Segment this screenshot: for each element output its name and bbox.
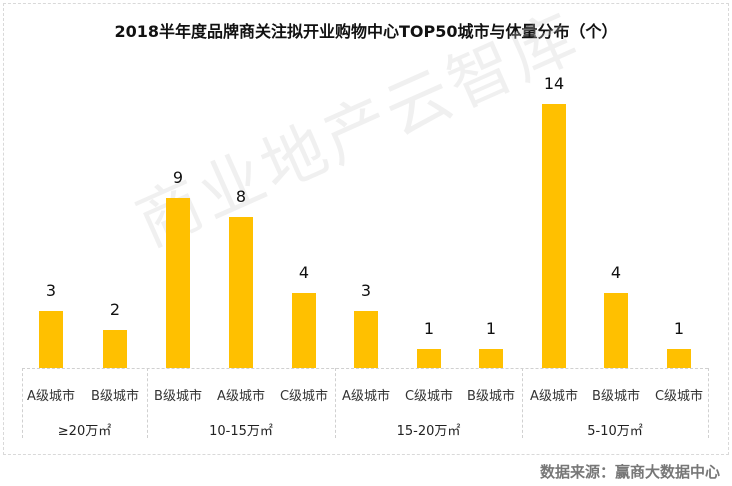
data-source: 数据来源：赢商大数据中心 [539, 463, 720, 481]
bar-value-label: 9 [172, 168, 184, 188]
group-divider [147, 368, 148, 438]
category-label: C级城市 [404, 389, 454, 404]
group-divider [522, 368, 523, 438]
category-label: A级城市 [342, 389, 390, 404]
x-axis-line [22, 368, 708, 369]
bar [542, 103, 566, 368]
category-label: B级城市 [592, 389, 640, 404]
bar [39, 311, 63, 368]
category-label: C级城市 [654, 389, 704, 404]
category-label: A级城市 [530, 389, 578, 404]
bar [292, 292, 316, 368]
bar-value-label: 4 [610, 262, 622, 282]
group-label: 5-10万㎡ [587, 424, 643, 439]
bar-value-label: 1 [423, 319, 435, 339]
bar [604, 292, 628, 368]
group-label: 15-20万㎡ [396, 424, 461, 439]
bar-value-label: 2 [109, 300, 121, 320]
bar [229, 217, 253, 368]
group-divider [22, 368, 23, 438]
bar-value-label: 4 [298, 262, 310, 282]
category-label: B级城市 [154, 389, 202, 404]
category-label: B级城市 [91, 389, 139, 404]
category-label: A级城市 [217, 389, 265, 404]
bar-value-label: 3 [360, 281, 372, 301]
bar-value-label: 8 [235, 187, 247, 207]
chart-frame [3, 3, 729, 455]
category-label: C级城市 [279, 389, 329, 404]
category-label: A级城市 [27, 389, 75, 404]
bar-value-label: 3 [45, 281, 57, 301]
bar-value-label: 1 [673, 319, 685, 339]
bar [354, 311, 378, 368]
group-divider [708, 368, 709, 438]
bar [166, 198, 190, 368]
chart-title: 2018半年度品牌商关注拟开业购物中心TOP50城市与体量分布（个） [114, 22, 618, 41]
group-divider [335, 368, 336, 438]
category-label: B级城市 [467, 389, 515, 404]
group-label: ≥20万㎡ [57, 424, 112, 439]
bar [103, 330, 127, 368]
group-label: 10-15万㎡ [209, 424, 273, 439]
bar [417, 349, 441, 368]
bar-value-label: 1 [485, 319, 497, 339]
bar [479, 349, 503, 368]
bar-value-label: 14 [543, 73, 565, 93]
bar [667, 349, 691, 368]
